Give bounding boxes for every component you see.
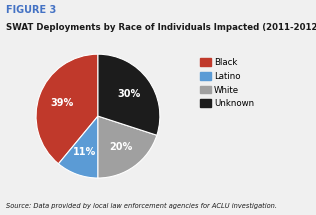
Wedge shape [36,54,98,164]
Wedge shape [58,116,98,178]
Text: 11%: 11% [73,147,97,157]
Text: SWAT Deployments by Race of Individuals Impacted (2011-2012): SWAT Deployments by Race of Individuals … [6,23,316,32]
Wedge shape [98,116,157,178]
Legend: Black, Latino, White, Unknown: Black, Latino, White, Unknown [200,58,254,108]
Text: 39%: 39% [50,98,73,108]
Wedge shape [98,54,160,135]
Text: 30%: 30% [117,89,141,98]
Text: Source: Data provided by local law enforcement agencies for ACLU investigation.: Source: Data provided by local law enfor… [6,203,277,209]
Text: FIGURE 3: FIGURE 3 [6,5,57,15]
Text: 20%: 20% [109,142,132,152]
